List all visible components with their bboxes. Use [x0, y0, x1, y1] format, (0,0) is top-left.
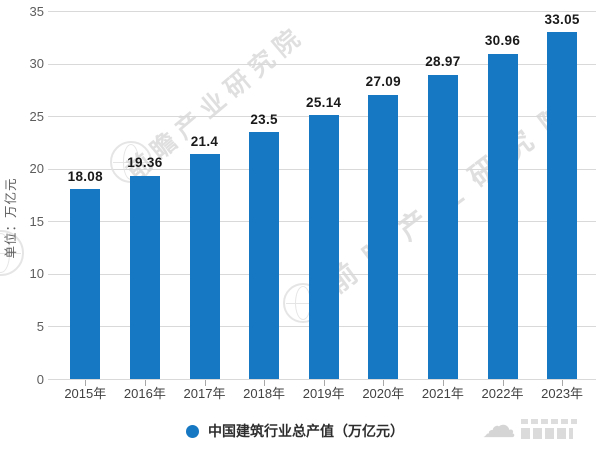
gridline: [48, 11, 596, 12]
y-tick-label: 10: [29, 266, 44, 282]
x-tick-label: 2022年: [481, 386, 524, 401]
corner-logo-text-line: [521, 428, 573, 439]
chart-legend: 中国建筑行业总产值（万亿元）: [0, 421, 590, 441]
gridline: [48, 63, 596, 65]
bar: [368, 94, 399, 380]
bar: [189, 154, 220, 380]
y-tick-label: 0: [36, 371, 44, 387]
bar: [249, 132, 280, 380]
bar: [487, 53, 518, 380]
axis-tick: [264, 379, 266, 386]
axis-tick: [562, 379, 564, 386]
axis-tick: [85, 379, 87, 386]
y-tick-label: 5: [36, 318, 44, 334]
y-tick-label: 15: [29, 213, 44, 229]
axis-tick: [323, 379, 325, 386]
x-tick-label: 2021年: [421, 386, 464, 401]
bar: [547, 32, 578, 380]
bar: [308, 115, 339, 380]
bar: [129, 175, 160, 380]
bar-value-label: 28.97: [425, 54, 461, 70]
axis-tick: [442, 379, 444, 386]
bar-value-label: 30.96: [484, 33, 521, 49]
bar-value-label: 23.5: [250, 111, 278, 127]
y-tick-label: 20: [29, 161, 44, 177]
gridline: [48, 379, 596, 380]
legend-label: 中国建筑行业总产值（万亿元）: [208, 423, 404, 439]
axis-tick: [204, 379, 206, 386]
bar-value-label: 33.05: [544, 11, 580, 27]
x-tick-label: 2015年: [64, 386, 107, 401]
y-tick-label: 25: [29, 108, 44, 124]
bar-value-label: 21.4: [190, 133, 219, 149]
y-tick-label: 35: [29, 3, 44, 19]
x-tick-label: 2019年: [302, 386, 345, 401]
axis-tick: [144, 379, 146, 386]
x-tick-label: 2023年: [541, 386, 584, 401]
bar-value-label: 18.08: [67, 168, 103, 184]
cloud-icon: ☁: [482, 407, 516, 445]
bar-value-label: 25.14: [306, 94, 342, 110]
bar-value-label: 19.36: [127, 155, 163, 171]
y-tick-label: 30: [29, 56, 44, 72]
bar: [427, 74, 458, 380]
x-tick-label: 2017年: [183, 386, 226, 401]
bar-value-label: 27.09: [365, 74, 401, 90]
corner-logo-text-line: [521, 419, 577, 424]
axis-tick: [502, 379, 504, 386]
x-tick-label: 2018年: [243, 386, 286, 401]
x-tick-label: 2020年: [362, 386, 405, 401]
x-tick-label: 2016年: [123, 386, 166, 401]
legend-marker-icon: [186, 424, 199, 438]
axis-tick: [383, 379, 385, 386]
bar: [70, 189, 101, 380]
